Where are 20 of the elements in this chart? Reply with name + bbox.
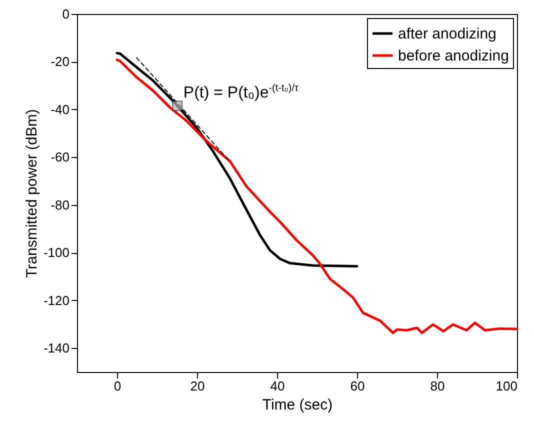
- legend-label: after anodizing: [398, 26, 496, 42]
- y-tick-label: -20: [50, 54, 70, 70]
- x-tick-label: 40: [270, 378, 285, 394]
- y-axis-title: Transmitted power (dBm): [23, 109, 40, 278]
- y-tick-label: -140: [43, 340, 70, 356]
- x-tick-label: 100: [496, 378, 518, 394]
- y-tick-label: -40: [50, 102, 70, 117]
- annotation: P(t) = P(t₀)e$^{-(t-t₀)/τ}$: [183, 82, 298, 102]
- x-axis-title: Time (sec): [262, 396, 333, 414]
- x-tick-label: 0: [114, 378, 122, 394]
- legend-label: before anodizing: [398, 48, 509, 64]
- x-tick-label: 60: [350, 378, 365, 394]
- line-series: [116, 52, 358, 268]
- y-tick-label: 0: [62, 6, 70, 22]
- y-tick-label: -60: [50, 150, 70, 165]
- y-tick-label: -100: [43, 245, 70, 260]
- y-tick-label: -80: [50, 197, 70, 212]
- x-tick-label: 80: [430, 378, 445, 394]
- x-tick-label: 20: [190, 378, 205, 394]
- y-tick-label: -120: [43, 292, 70, 308]
